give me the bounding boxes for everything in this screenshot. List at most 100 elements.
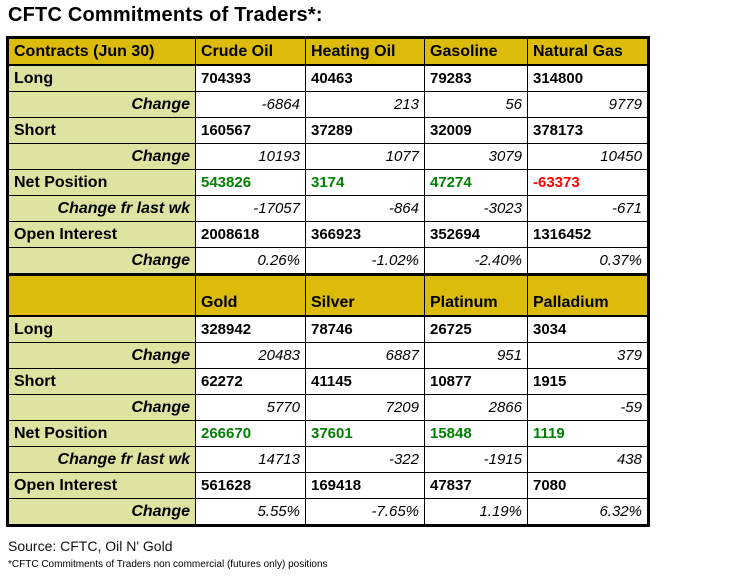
value-cell: 213 [305, 91, 425, 118]
value-cell: 266670 [195, 420, 306, 447]
table-row: Change 5770 7209 2866 -59 [7, 394, 649, 421]
value-cell: 328942 [195, 315, 306, 343]
row-label-cell: Open Interest [7, 221, 196, 248]
value-cell: -2.40% [424, 247, 528, 275]
row-label-header-cell: Contracts (Jun 30) [7, 37, 196, 66]
value-cell: 7209 [305, 394, 425, 421]
value-cell: 15848 [424, 420, 528, 447]
commodity-header-cell: Gold [195, 273, 306, 317]
row-label-header-cell [7, 273, 196, 317]
value-cell: 20483 [195, 342, 306, 369]
value-cell: 561628 [195, 472, 306, 499]
value-cell: -3023 [424, 195, 528, 222]
table-row: Short 62272 41145 10877 1915 [7, 368, 649, 395]
value-cell: 1119 [527, 420, 649, 447]
value-cell: 5.55% [195, 498, 306, 526]
table-row: Change 0.26% -1.02% -2.40% 0.37% [7, 247, 649, 275]
value-cell: 704393 [195, 64, 306, 92]
row-label-cell: Change [7, 91, 196, 118]
table-row: Change fr last wk 14713 -322 -1915 438 [7, 446, 649, 473]
row-label-cell: Open Interest [7, 472, 196, 499]
commodity-header-cell: Heating Oil [305, 37, 425, 66]
row-label-cell: Change [7, 342, 196, 369]
value-cell: 1077 [305, 143, 425, 170]
cot-table: Contracts (Jun 30) Crude Oil Heating Oil Ga… [6, 36, 650, 527]
row-label-cell: Net Position [7, 420, 196, 447]
value-cell: 2008618 [195, 221, 306, 248]
value-cell: 169418 [305, 472, 425, 499]
row-label-cell: Long [7, 64, 196, 92]
value-cell: 314800 [527, 64, 649, 92]
table-row: Change 20483 6887 951 379 [7, 342, 649, 369]
value-cell: 5770 [195, 394, 306, 421]
row-label-cell: Change fr last wk [7, 446, 196, 473]
row-label-cell: Short [7, 117, 196, 144]
value-cell: 0.26% [195, 247, 306, 275]
table-row: Change fr last wk -17057 -864 -3023 -671 [7, 195, 649, 222]
table-row: Net Position 543826 3174 47274 -63373 [7, 169, 649, 196]
value-cell: 378173 [527, 117, 649, 144]
row-label-cell: Change fr last wk [7, 195, 196, 222]
value-cell: -59 [527, 394, 649, 421]
value-cell: 6.32% [527, 498, 649, 526]
value-cell: 1316452 [527, 221, 649, 248]
value-cell: 1915 [527, 368, 649, 395]
value-cell: 10877 [424, 368, 528, 395]
value-cell: 62272 [195, 368, 306, 395]
value-cell: 14713 [195, 446, 306, 473]
row-label-cell: Change [7, 498, 196, 526]
value-cell: 47837 [424, 472, 528, 499]
value-cell: -671 [527, 195, 649, 222]
value-cell: -1915 [424, 446, 528, 473]
value-cell: 32009 [424, 117, 528, 144]
value-cell: 26725 [424, 315, 528, 343]
table-row: Change 10193 1077 3079 10450 [7, 143, 649, 170]
table-row: Short 160567 37289 32009 378173 [7, 117, 649, 144]
value-cell: 1.19% [424, 498, 528, 526]
row-label-cell: Change [7, 394, 196, 421]
table-row: Open Interest 2008618 366923 352694 1316452 [7, 221, 649, 248]
value-cell: 352694 [424, 221, 528, 248]
value-cell: 3034 [527, 315, 649, 343]
table-row: Net Position 266670 37601 15848 1119 [7, 420, 649, 447]
table-row: Open Interest 561628 169418 47837 7080 [7, 472, 649, 499]
footer: Source: CFTC, Oil N' Gold *CFTC Commitme… [8, 538, 328, 570]
commodity-header-cell: Platinum [424, 273, 528, 317]
value-cell: 10193 [195, 143, 306, 170]
value-cell: -7.65% [305, 498, 425, 526]
value-cell: 6887 [305, 342, 425, 369]
row-label-cell: Net Position [7, 169, 196, 196]
row-label-cell: Long [7, 315, 196, 343]
value-cell: 7080 [527, 472, 649, 499]
value-cell: 37289 [305, 117, 425, 144]
value-cell: 37601 [305, 420, 425, 447]
value-cell: 56 [424, 91, 528, 118]
value-cell: 0.37% [527, 247, 649, 275]
table-row: Long 704393 40463 79283 314800 [7, 64, 649, 92]
value-cell: 2866 [424, 394, 528, 421]
row-label-cell: Change [7, 247, 196, 275]
value-cell: 3174 [305, 169, 425, 196]
source-text: Source: CFTC, Oil N' Gold [8, 538, 173, 554]
table-row: Change -6864 213 56 9779 [7, 91, 649, 118]
value-cell: 9779 [527, 91, 649, 118]
value-cell: 3079 [424, 143, 528, 170]
value-cell: 438 [527, 446, 649, 473]
value-cell: 951 [424, 342, 528, 369]
section-header-row: Gold Silver Platinum Palladium [7, 273, 649, 317]
value-cell: -322 [305, 446, 425, 473]
table-row: Change 5.55% -7.65% 1.19% 6.32% [7, 498, 649, 526]
value-cell: -63373 [527, 169, 649, 196]
commodity-header-cell: Palladium [527, 273, 649, 317]
value-cell: -1.02% [305, 247, 425, 275]
row-label-cell: Short [7, 368, 196, 395]
value-cell: 47274 [424, 169, 528, 196]
value-cell: 543826 [195, 169, 306, 196]
value-cell: 379 [527, 342, 649, 369]
commodity-header-cell: Natural Gas [527, 37, 649, 66]
value-cell: 78746 [305, 315, 425, 343]
value-cell: -6864 [195, 91, 306, 118]
page-title: CFTC Commitments of Traders*: [8, 4, 323, 26]
cot-table-body: Contracts (Jun 30) Crude Oil Heating Oil Ga… [7, 37, 649, 526]
